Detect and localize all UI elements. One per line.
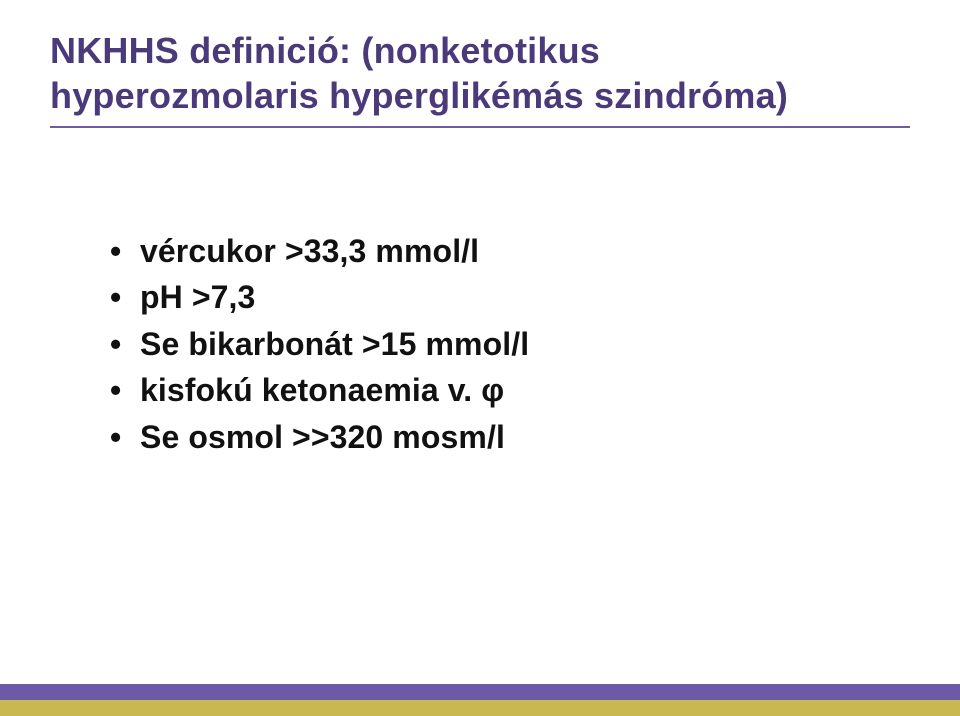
footer-band-bottom — [0, 700, 960, 716]
title-line-1: NKHHS definició: (nonketotikus — [50, 30, 600, 71]
bullet-list: vércukor >33,3 mmol/l pH >7,3 Se bikarbo… — [110, 228, 910, 460]
slide-title: NKHHS definició: (nonketotikus hyperozmo… — [50, 28, 910, 118]
list-item: pH >7,3 — [110, 274, 910, 320]
list-item: kisfokú ketonaemia v. φ — [110, 367, 910, 413]
slide-body: vércukor >33,3 mmol/l pH >7,3 Se bikarbo… — [110, 228, 910, 460]
slide: NKHHS definició: (nonketotikus hyperozmo… — [0, 0, 960, 716]
list-item: Se osmol >>320 mosm/l — [110, 414, 910, 460]
title-line-2: hyperozmolaris hyperglikémás szindróma) — [50, 75, 788, 116]
title-underline — [50, 126, 910, 128]
footer-bar — [0, 684, 960, 716]
list-item: vércukor >33,3 mmol/l — [110, 228, 910, 274]
footer-band-top — [0, 684, 960, 700]
list-item: Se bikarbonát >15 mmol/l — [110, 321, 910, 367]
